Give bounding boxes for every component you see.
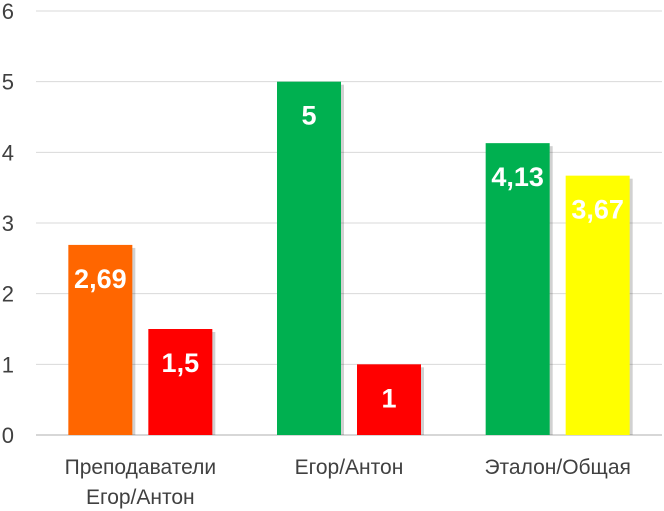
data-label: 4,13 [491, 162, 544, 192]
bar [565, 175, 630, 436]
bar [148, 329, 213, 435]
y-tick-label: 3 [2, 211, 14, 236]
y-tick-label: 4 [2, 140, 14, 165]
x-category-label: Егор/Антон [295, 456, 404, 479]
bar [68, 244, 133, 435]
y-tick-label: 6 [2, 0, 14, 24]
x-category-label: Эталон/Общая [484, 456, 630, 479]
y-tick-label: 5 [2, 70, 14, 95]
x-category-label: Егор/Антон [86, 486, 195, 509]
bar [357, 364, 421, 435]
data-label: 1,5 [162, 348, 200, 378]
y-tick-label: 0 [2, 423, 14, 448]
data-label: 5 [301, 101, 316, 131]
data-label: 1 [381, 383, 396, 413]
bar [277, 81, 341, 436]
bar [485, 143, 550, 435]
data-label: 2,69 [74, 264, 127, 294]
x-category-label: Преподаватели [65, 456, 216, 479]
y-tick-label: 2 [2, 282, 14, 307]
y-tick-label: 1 [2, 352, 14, 377]
data-label: 3,67 [571, 195, 624, 225]
